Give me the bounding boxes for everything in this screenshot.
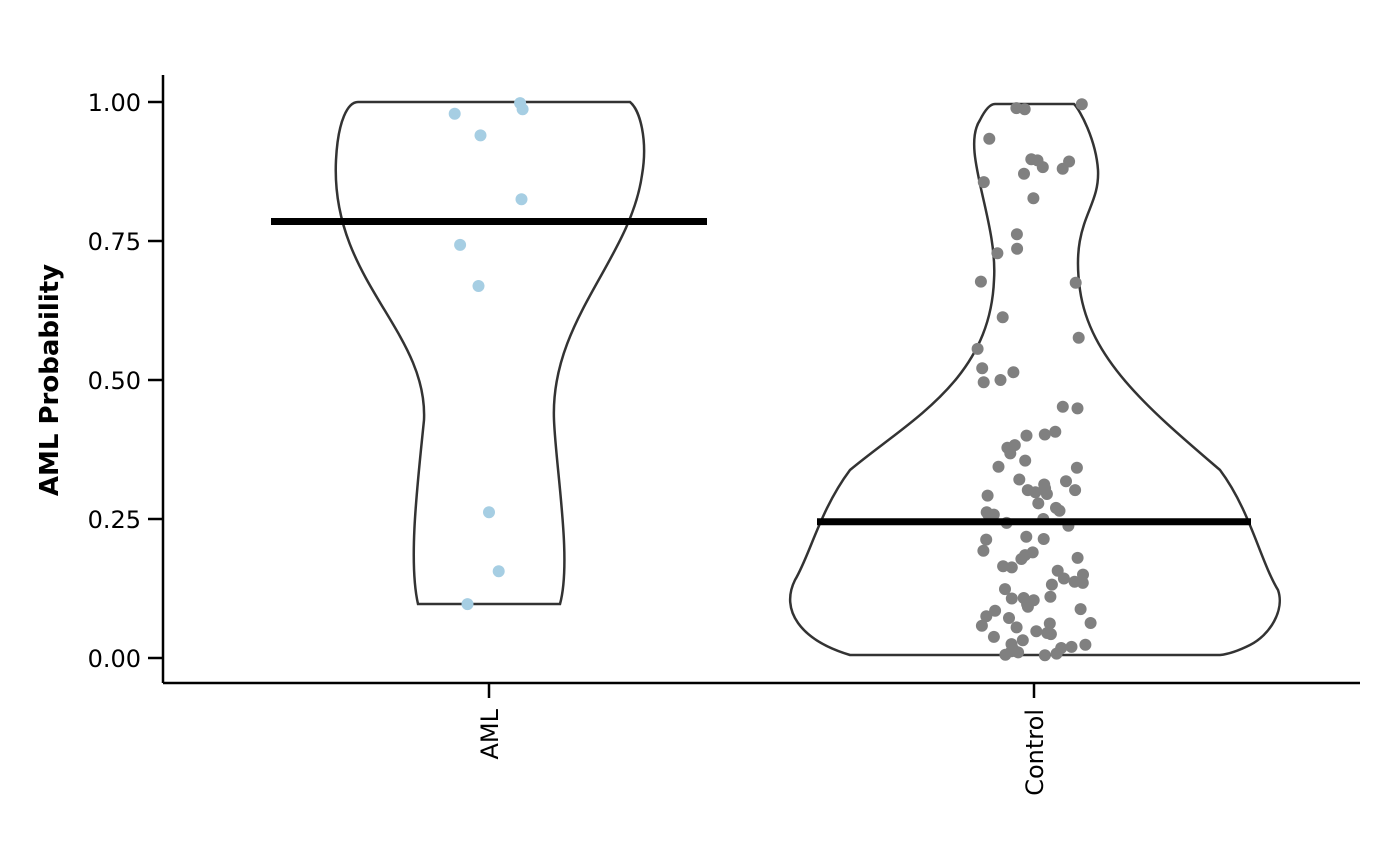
- data-point-control: [1007, 366, 1020, 379]
- data-point-control: [1043, 617, 1056, 630]
- data-point-control: [1038, 649, 1051, 662]
- data-point-control: [1050, 647, 1063, 660]
- data-point-control: [994, 374, 1007, 386]
- data-point-control: [1015, 553, 1028, 565]
- data-point-control: [999, 583, 1011, 596]
- data-point-control: [1072, 331, 1085, 344]
- data-point-control: [1053, 504, 1066, 517]
- x-tick-label: AML: [476, 708, 504, 759]
- data-point-control: [987, 508, 1000, 521]
- data-point-control: [1010, 621, 1023, 634]
- data-point-control: [1045, 578, 1058, 591]
- data-point-control: [1056, 162, 1069, 175]
- data-point-control: [1016, 634, 1029, 647]
- data-point-control: [991, 247, 1004, 260]
- data-point-aml: [474, 129, 487, 142]
- plot-area: [271, 97, 1281, 662]
- data-point-control: [1004, 447, 1017, 460]
- data-point-control: [980, 533, 993, 546]
- data-point-control: [1012, 646, 1025, 659]
- data-point-control: [1020, 530, 1033, 543]
- data-point-control: [1037, 533, 1050, 545]
- data-point-control: [1032, 497, 1045, 510]
- data-point-control: [996, 311, 1009, 324]
- y-axis-title: AML Probability: [35, 264, 65, 496]
- data-point-control: [1036, 161, 1049, 174]
- data-point-control: [1074, 603, 1087, 616]
- data-point-control: [1029, 486, 1042, 499]
- data-point-control: [1020, 429, 1033, 442]
- data-point-control: [981, 489, 994, 502]
- data-point-control: [977, 376, 990, 389]
- data-point-control: [1019, 454, 1032, 467]
- data-point-control: [1044, 628, 1057, 641]
- data-point-control: [1005, 592, 1018, 605]
- data-point-aml: [461, 598, 474, 611]
- axes: 0.00 0.25 0.50 0.75 1.00 AML Control: [88, 75, 1360, 796]
- data-point-aml: [515, 193, 528, 206]
- data-point-control: [975, 619, 988, 632]
- data-point-control: [1069, 276, 1082, 289]
- data-point-control: [1038, 428, 1051, 441]
- x-tick-label: Control: [1021, 709, 1049, 796]
- data-point-control: [1079, 638, 1092, 651]
- data-point-control: [1070, 461, 1083, 474]
- data-point-control: [999, 648, 1012, 661]
- data-point-control: [977, 544, 990, 557]
- violin-control: [788, 102, 1281, 657]
- data-point-aml: [472, 280, 485, 292]
- data-point-control: [1027, 192, 1040, 205]
- data-point-control: [987, 630, 1000, 643]
- data-point-control: [1005, 561, 1018, 574]
- data-point-control: [1021, 600, 1034, 613]
- data-point-control: [1071, 551, 1084, 564]
- data-point-control: [992, 460, 1005, 473]
- data-point-control: [997, 560, 1010, 573]
- y-tick-label: 0.00: [88, 645, 141, 673]
- data-point-aml: [516, 103, 529, 116]
- y-tick-label: 0.75: [88, 228, 141, 256]
- data-point-control: [983, 132, 996, 145]
- y-tick-label: 1.00: [88, 89, 141, 117]
- data-point-control: [977, 176, 990, 189]
- data-point-control: [1030, 625, 1043, 638]
- data-point-control: [1018, 167, 1030, 180]
- data-point-control: [1011, 242, 1024, 255]
- data-point-control: [1065, 640, 1078, 653]
- data-point-control: [1076, 576, 1089, 589]
- data-point-control: [974, 275, 987, 288]
- data-point-control: [980, 610, 993, 623]
- data-point-aml: [492, 565, 505, 578]
- data-point-control: [1075, 98, 1088, 111]
- data-point-control: [1044, 590, 1057, 603]
- data-point-control: [976, 362, 989, 375]
- data-point-aml: [483, 506, 495, 519]
- data-point-aml: [454, 238, 467, 251]
- data-point-control: [1010, 228, 1023, 241]
- y-tick-label: 0.50: [88, 367, 141, 395]
- data-point-control: [989, 604, 1002, 617]
- data-point-control: [1084, 617, 1097, 629]
- violin-aml: [334, 100, 646, 606]
- data-point-control: [1071, 402, 1084, 415]
- data-point-control: [1003, 612, 1015, 624]
- data-point-aml: [448, 107, 461, 120]
- data-point-control: [1057, 572, 1070, 585]
- data-point-control: [1018, 103, 1031, 116]
- data-point-control: [1013, 473, 1026, 486]
- data-point-control: [971, 342, 984, 355]
- y-tick-label: 0.25: [88, 506, 141, 534]
- data-point-control: [1049, 425, 1062, 438]
- data-point-control: [1069, 484, 1082, 497]
- data-point-control: [1060, 475, 1072, 488]
- data-point-control: [1040, 488, 1053, 500]
- data-point-control: [1056, 400, 1069, 413]
